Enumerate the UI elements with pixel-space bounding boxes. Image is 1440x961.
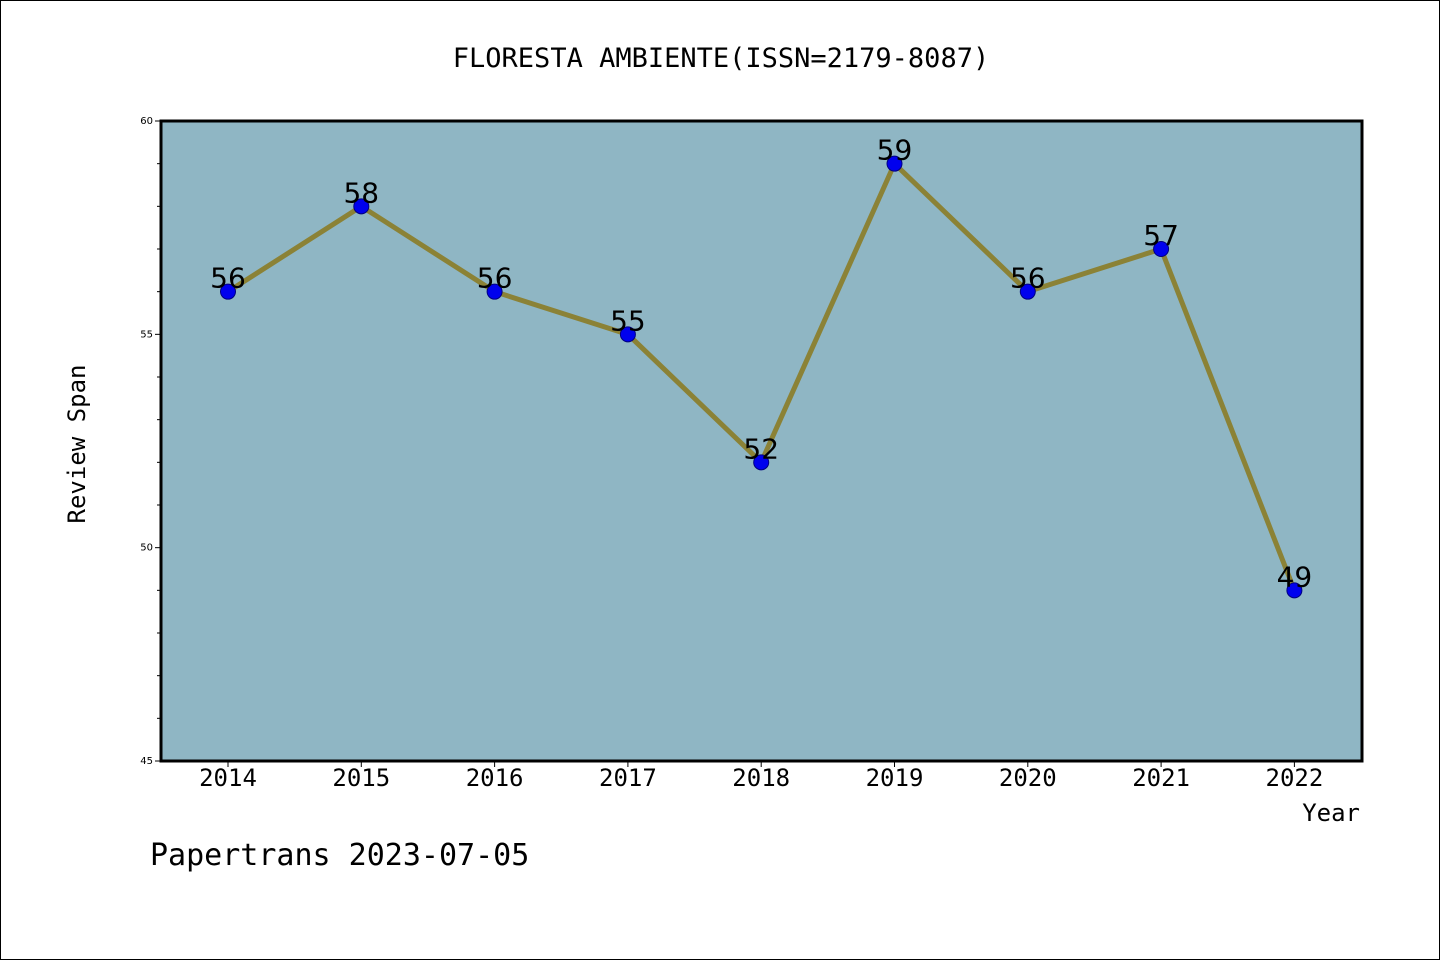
data-point: [753, 454, 770, 471]
data-label: 56: [1010, 262, 1046, 295]
x-tick-label: 2020: [999, 764, 1057, 792]
data-point: [353, 198, 370, 215]
x-tick-label: 2014: [199, 764, 257, 792]
y-tick-label: 55: [140, 329, 153, 340]
data-label: 57: [1143, 219, 1179, 252]
data-label: 56: [477, 262, 513, 295]
data-label: 49: [1277, 560, 1313, 593]
y-tick-label: 50: [140, 543, 153, 554]
data-label: 52: [743, 432, 779, 465]
x-tick-label: 2021: [1132, 764, 1190, 792]
y-axis-label: Review Span: [63, 365, 91, 524]
series-layer: 56 58 56 55 52 59 56 57 49: [210, 134, 1313, 599]
y-axis: 45 50 55 60: [140, 116, 161, 767]
x-tick-label: 2017: [599, 764, 657, 792]
x-axis-label: Year: [1302, 799, 1360, 827]
data-point: [486, 283, 503, 300]
y-tick-label: 60: [140, 116, 153, 127]
x-tick-label: 2015: [332, 764, 390, 792]
data-point: [619, 326, 636, 343]
chart-title: FLORESTA AMBIENTE(ISSN=2179-8087): [453, 43, 989, 74]
x-tick-label: 2018: [732, 764, 790, 792]
plot-area: [161, 121, 1362, 761]
plot-border: [159, 119, 1364, 763]
x-axis: 2014 2015 2016 2017 2018 2019 2020 2021 2022: [199, 761, 1323, 792]
footer-credit: Papertrans 2023-07-05: [150, 838, 529, 873]
data-label: 58: [343, 176, 379, 209]
data-label: 55: [610, 304, 646, 337]
data-point: [1286, 582, 1303, 599]
data-point: [1153, 241, 1170, 257]
y-tick-label: 45: [140, 756, 153, 767]
data-label: 56: [210, 262, 246, 295]
data-point: [220, 283, 236, 300]
data-point: [886, 155, 903, 172]
data-label: 59: [877, 134, 913, 167]
x-tick-label: 2019: [866, 764, 924, 792]
data-point: [1019, 283, 1036, 300]
x-tick-label: 2022: [1266, 764, 1324, 792]
x-tick-label: 2016: [466, 764, 524, 792]
